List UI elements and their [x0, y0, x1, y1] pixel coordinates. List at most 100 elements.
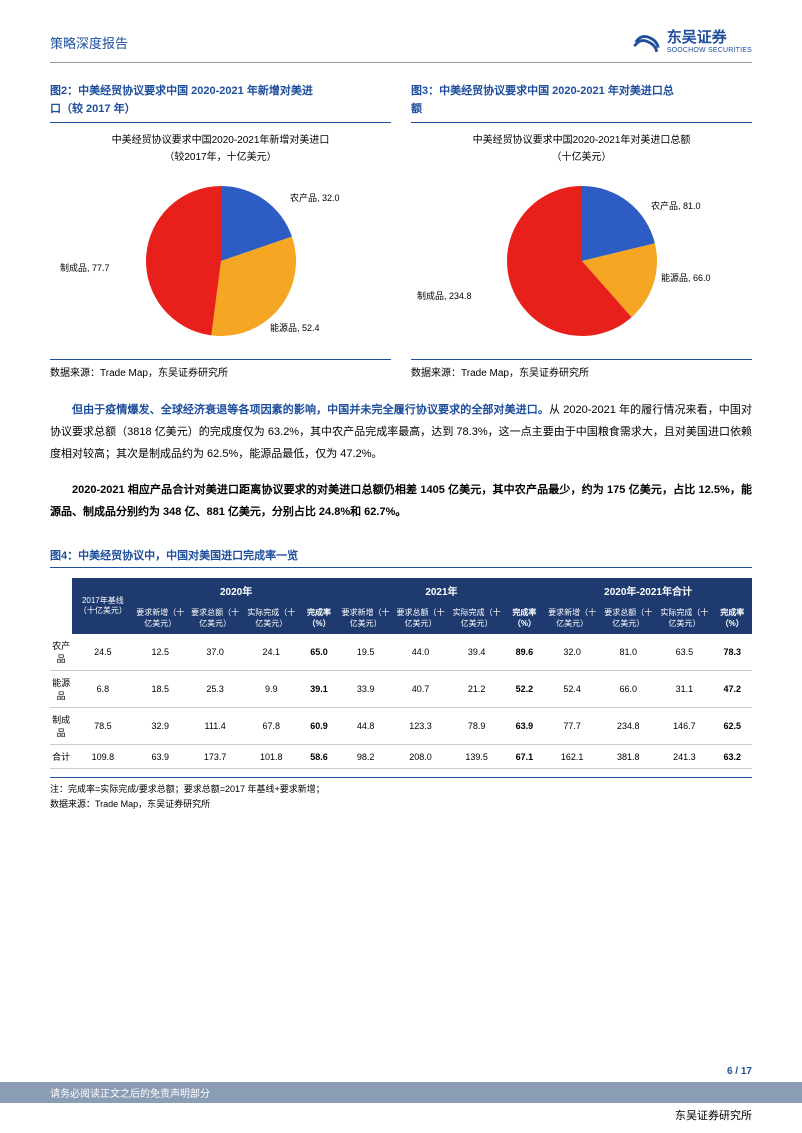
table-cell: 31.1: [656, 671, 712, 708]
table-cell: 77.7: [544, 708, 600, 745]
subcol: 完成率（%）: [505, 603, 544, 634]
table-cell: 37.0: [187, 634, 243, 671]
table-cell: 63.2: [712, 745, 752, 769]
fig3-title: 图3：中美经贸协议要求中国 2020-2021 年对美进口总 额: [411, 83, 752, 118]
table-cell: 12.5: [133, 634, 187, 671]
col-2021: 2021年: [339, 578, 544, 603]
table-cell: 65.0: [299, 634, 338, 671]
logo-text: 东吴证券 SOOCHOW SECURITIES: [667, 30, 752, 54]
pie-label: 制成品, 77.7: [60, 261, 110, 274]
table-cell: 24.5: [72, 634, 133, 671]
table-row: 能源品6.818.525.39.939.133.940.721.252.252.…: [50, 671, 752, 708]
table-year-row: 2017年基线（十亿美元） 2020年 2021年 2020年-2021年合计: [50, 578, 752, 603]
completion-table: 2017年基线（十亿美元） 2020年 2021年 2020年-2021年合计 …: [50, 578, 752, 769]
header-title: 策略深度报告: [50, 33, 128, 52]
page-header: 策略深度报告 东吴证券 SOOCHOW SECURITIES: [50, 30, 752, 63]
table-cell: 25.3: [187, 671, 243, 708]
table-cell: 44.0: [392, 634, 448, 671]
table-cell: 381.8: [600, 745, 656, 769]
table-cell: 173.7: [187, 745, 243, 769]
table-cell: 39.4: [449, 634, 505, 671]
subcol: 要求总额（十亿美元）: [392, 603, 448, 634]
table-cell: 52.2: [505, 671, 544, 708]
footer-company: 东吴证券研究所: [0, 1103, 802, 1133]
table-cell: 合计: [50, 745, 72, 769]
company-logo: 东吴证券 SOOCHOW SECURITIES: [633, 30, 752, 54]
table-cell: 67.1: [505, 745, 544, 769]
table-cell: 101.8: [243, 745, 299, 769]
table-cell: 19.5: [339, 634, 393, 671]
fig3-chart-title: 中美经贸协议要求中国2020-2021年对美进口总额: [411, 131, 752, 146]
logo-cn: 东吴证券: [667, 30, 752, 47]
table-cell: 33.9: [339, 671, 393, 708]
fig2-pie: 农产品, 32.0能源品, 52.4制成品, 77.7: [50, 171, 391, 351]
paragraph-1: 但由于疫情爆发、全球经济衰退等各项因素的影响，中国并未完全履行协议要求的全部对美…: [50, 399, 752, 465]
paragraph-2: 2020-2021 相应产品合计对美进口距离协议要求的对美进口总额仍相差 140…: [50, 479, 752, 523]
logo-en: SOOCHOW SECURITIES: [667, 47, 752, 55]
charts-row: 图2：中美经贸协议要求中国 2020-2021 年新增对美进 口（较 2017 …: [50, 83, 752, 379]
table-cell: 109.8: [72, 745, 133, 769]
table-cell: 63.9: [133, 745, 187, 769]
table-cell: 60.9: [299, 708, 338, 745]
table-cell: 44.8: [339, 708, 393, 745]
col-total: 2020年-2021年合计: [544, 578, 752, 603]
table-cell: 40.7: [392, 671, 448, 708]
subcol: 要求新增（十亿美元）: [544, 603, 600, 634]
fig3-source: 数据来源：Trade Map，东吴证券研究所: [411, 359, 752, 379]
table-cell: 63.5: [656, 634, 712, 671]
col-2020: 2020年: [133, 578, 338, 603]
subcol: 要求总额（十亿美元）: [187, 603, 243, 634]
pie-label: 制成品, 234.8: [417, 289, 472, 302]
fig2-chart-title: 中美经贸协议要求中国2020-2021年新增对美进口: [50, 131, 391, 146]
table-cell: 234.8: [600, 708, 656, 745]
fig4-title: 图4：中美经贸协议中，中国对美国进口完成率一览: [50, 547, 752, 563]
table-cell: 89.6: [505, 634, 544, 671]
table-cell: 66.0: [600, 671, 656, 708]
table-sub-row: 要求新增（十亿美元）要求总额（十亿美元）实际完成（十亿美元）完成率（%）要求新增…: [50, 603, 752, 634]
table-cell: 123.3: [392, 708, 448, 745]
subcol: 实际完成（十亿美元）: [656, 603, 712, 634]
table-cell: 9.9: [243, 671, 299, 708]
table-cell: 制成品: [50, 708, 72, 745]
subcol: 要求新增（十亿美元）: [133, 603, 187, 634]
subcol: 实际完成（十亿美元）: [243, 603, 299, 634]
pie-label: 农产品, 32.0: [290, 191, 340, 204]
table-cell: 62.5: [712, 708, 752, 745]
table-cell: 农产品: [50, 634, 72, 671]
page: 策略深度报告 东吴证券 SOOCHOW SECURITIES 图2：中美经贸协议…: [0, 0, 802, 1133]
fig2-rule: [50, 122, 391, 123]
table-cell: 98.2: [339, 745, 393, 769]
table-cell: 146.7: [656, 708, 712, 745]
pie-label: 农产品, 81.0: [651, 199, 701, 212]
table-row: 合计109.863.9173.7101.858.698.2208.0139.56…: [50, 745, 752, 769]
fig2-source: 数据来源：Trade Map，东吴证券研究所: [50, 359, 391, 379]
page-footer: 请务必阅读正文之后的免责声明部分 东吴证券研究所: [0, 1082, 802, 1133]
table-cell: 能源品: [50, 671, 72, 708]
fig3-chart-sub: （十亿美元）: [411, 148, 752, 163]
fig2-title: 图2：中美经贸协议要求中国 2020-2021 年新增对美进 口（较 2017 …: [50, 83, 391, 118]
table-cell: 39.1: [299, 671, 338, 708]
table-cell: 6.8: [72, 671, 133, 708]
table-cell: 63.9: [505, 708, 544, 745]
disclaimer-bar: 请务必阅读正文之后的免责声明部分: [0, 1082, 802, 1103]
subcol: 要求总额（十亿美元）: [600, 603, 656, 634]
table-note: 注：完成率=实际完成/要求总额；要求总额=2017 年基线+要求新增； 数据来源…: [50, 777, 752, 811]
fig3-pie: 农产品, 81.0能源品, 66.0制成品, 234.8: [411, 171, 752, 351]
table-cell: 81.0: [600, 634, 656, 671]
col-baseline: 2017年基线（十亿美元）: [72, 578, 133, 634]
table-cell: 58.6: [299, 745, 338, 769]
logo-icon: [633, 30, 661, 54]
table-row: 农产品24.512.537.024.165.019.544.039.489.63…: [50, 634, 752, 671]
table-cell: 208.0: [392, 745, 448, 769]
table-cell: 241.3: [656, 745, 712, 769]
subcol: 实际完成（十亿美元）: [449, 603, 505, 634]
table-cell: 32.0: [544, 634, 600, 671]
pie-svg: [422, 171, 742, 351]
fig2-chart-sub: （较2017年，十亿美元）: [50, 148, 391, 163]
table-cell: 47.2: [712, 671, 752, 708]
table-cell: 78.3: [712, 634, 752, 671]
table-cell: 67.8: [243, 708, 299, 745]
subcol: 完成率（%）: [712, 603, 752, 634]
para1-lead: 但由于疫情爆发、全球经济衰退等各项因素的影响，中国并未完全履行协议要求的全部对美…: [72, 404, 549, 416]
table-cell: 111.4: [187, 708, 243, 745]
